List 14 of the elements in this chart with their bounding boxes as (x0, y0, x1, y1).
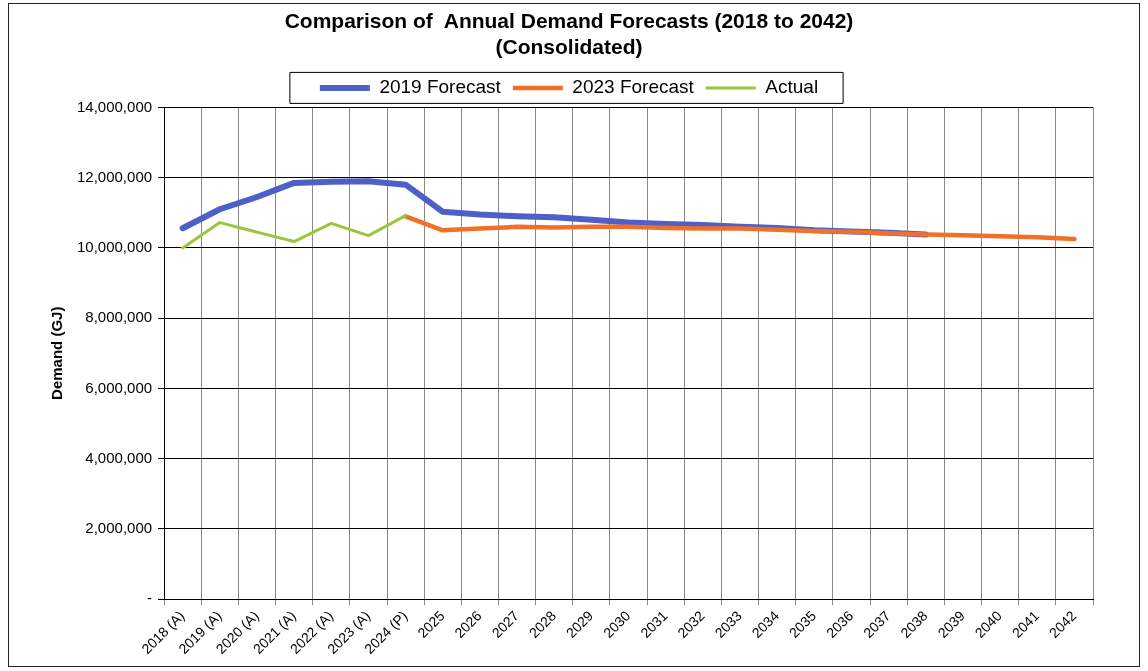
legend-label: 2019 Forecast (379, 76, 502, 98)
legend-label: 2023 Forecast (572, 76, 695, 98)
y-axis-title: Demand (GJ) (48, 306, 66, 400)
chart-subtitle: (Consolidated) (495, 34, 643, 58)
y-tick-label: 14,000,000 (77, 97, 153, 115)
y-tick-label: 10,000,000 (77, 238, 153, 256)
y-tick-label: 4,000,000 (85, 448, 153, 466)
chart-title: Comparison of Annual Demand Forecasts (2018 to 2042) (284, 9, 854, 33)
y-tick-label: 2,000,000 (85, 519, 153, 537)
y-tick-label: 8,000,000 (85, 308, 153, 326)
y-tick-label: 6,000,000 (85, 378, 153, 396)
y-tick-label: 12,000,000 (77, 167, 153, 185)
legend-label: Actual (765, 76, 819, 98)
y-tick-label: - (147, 589, 153, 607)
